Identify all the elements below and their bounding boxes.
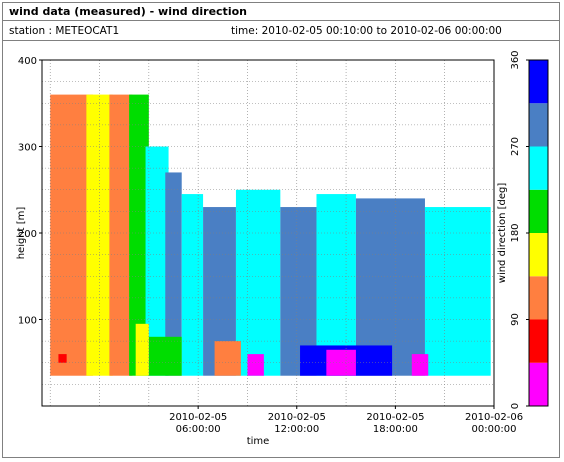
colorbar-bin: [529, 189, 548, 233]
colorbar-bin: [529, 146, 548, 190]
info-bar: station : METEOCAT1 time: 2010-02-05 00:…: [3, 22, 559, 41]
time-range-label: time: 2010-02-05 00:10:00 to 2010-02-06 …: [231, 25, 502, 37]
x-tick-label-time: 00:00:00: [472, 424, 517, 435]
data-cell: [129, 94, 149, 376]
data-cell: [145, 146, 169, 376]
colorbar-bin: [529, 276, 548, 320]
colorbar-tick-label: 270: [510, 137, 521, 156]
x-tick-label-date: 2010-02-05: [366, 412, 424, 423]
station-label: station : METEOCAT1: [9, 25, 120, 37]
x-tick-label-time: 06:00:00: [176, 424, 221, 435]
data-cell: [165, 172, 182, 376]
y-tick-label: 300: [18, 143, 37, 154]
y-tick-label: 200: [18, 229, 37, 240]
data-cell: [214, 341, 241, 376]
colorbar-bin: [529, 103, 548, 147]
data-cell: [181, 194, 204, 376]
colorbar-bin: [529, 362, 548, 406]
x-tick-label-date: 2010-02-05: [268, 412, 326, 423]
x-tick-label-date: 2010-02-05: [169, 412, 227, 423]
data-cell: [58, 354, 67, 363]
colorbar-bin: [529, 319, 548, 363]
colorbar-tick-label: 90: [510, 313, 521, 326]
colorbar-bin: [529, 233, 548, 277]
data-cell: [316, 194, 356, 376]
data-cell: [135, 323, 149, 376]
y-axis-label: height [m]: [16, 207, 27, 260]
y-tick-label: 100: [18, 316, 37, 327]
window-title: wind data (measured) - wind direction: [3, 3, 559, 21]
x-tick-label-date: 2010-02-06: [465, 412, 523, 423]
colorbar-label: wind direction [deg]: [497, 183, 508, 284]
data-cell: [411, 354, 429, 376]
colorbar-tick-label: 0: [510, 403, 521, 409]
data-cell: [424, 207, 491, 376]
data-cell: [247, 354, 264, 376]
x-axis-label: time: [247, 436, 270, 447]
data-cell: [148, 336, 182, 376]
y-tick-label: 400: [18, 56, 37, 67]
colorbar-tick-label: 180: [510, 223, 521, 242]
colorbar-tick-label: 360: [510, 50, 521, 69]
x-tick-label-time: 12:00:00: [274, 424, 319, 435]
data-cell: [50, 94, 93, 376]
x-tick-label-time: 18:00:00: [373, 424, 418, 435]
data-cell: [109, 94, 133, 376]
colorbar-bin: [529, 60, 548, 104]
data-cell: [235, 189, 281, 376]
